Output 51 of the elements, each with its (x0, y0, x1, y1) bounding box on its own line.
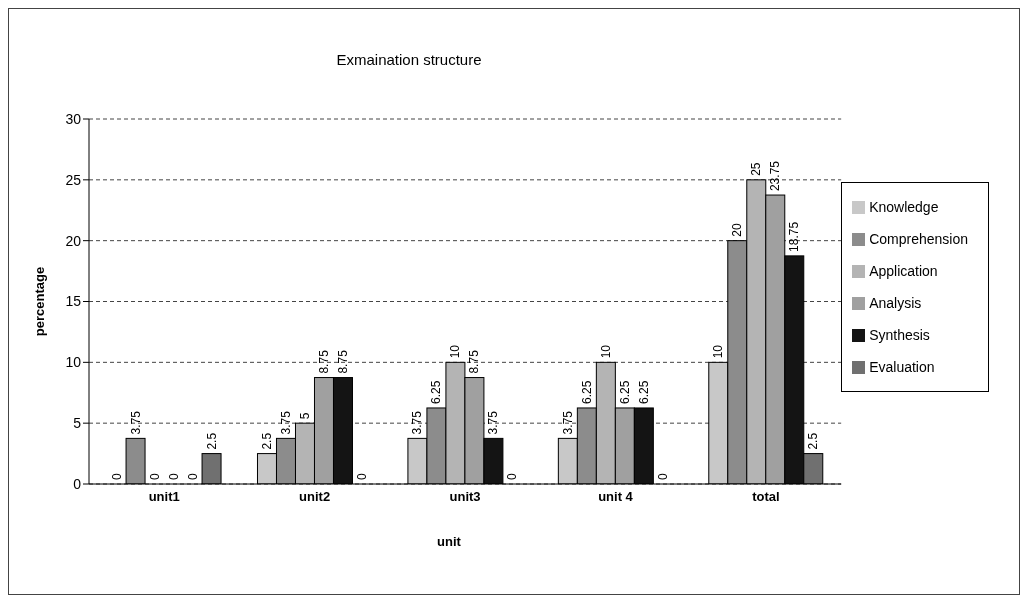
legend-label: Synthesis (869, 326, 930, 343)
y-tick-label: 20 (65, 232, 82, 249)
data-label: 0 (109, 473, 124, 480)
data-label: 5 (297, 412, 312, 420)
data-label: 3.75 (560, 410, 575, 435)
x-tick-label: unit 4 (598, 489, 634, 505)
data-label: 6.25 (579, 380, 594, 404)
legend-label: Application (869, 262, 938, 279)
y-tick-label: 30 (65, 110, 82, 127)
data-label: 23.75 (768, 160, 783, 192)
data-label: 3.75 (486, 410, 501, 435)
data-label: 2.5 (204, 432, 219, 450)
data-label: 3.75 (410, 410, 425, 435)
x-tick-label: unit2 (299, 489, 331, 505)
data-label: 0 (185, 473, 200, 480)
data-label: 0 (354, 473, 369, 480)
legend-label: Evaluation (869, 358, 935, 375)
data-label: 0 (166, 473, 181, 480)
data-label: 0 (505, 473, 520, 480)
data-label: 8.75 (316, 349, 331, 374)
y-tick-label: 10 (65, 354, 82, 371)
data-label: 6.25 (617, 380, 632, 404)
data-label: 8.75 (335, 349, 350, 374)
data-label: 25 (749, 162, 764, 176)
data-label: 6.25 (429, 380, 444, 404)
data-label: 3.75 (278, 410, 293, 435)
data-label: 10 (448, 344, 463, 359)
data-label: 18.75 (787, 221, 802, 252)
data-label: 10 (598, 344, 613, 359)
data-label: 0 (655, 473, 670, 480)
legend-label: Analysis (869, 294, 922, 311)
y-tick-label: 15 (65, 293, 82, 310)
data-label: 0 (147, 473, 162, 480)
x-tick-label: unit1 (148, 489, 180, 505)
y-tick-label: 25 (65, 171, 82, 188)
data-label: 3.75 (128, 410, 143, 435)
data-label: 2.5 (259, 432, 274, 450)
data-label: 10 (711, 344, 726, 359)
legend-label: Comprehension (869, 230, 968, 247)
y-tick-label: 5 (73, 415, 82, 432)
data-label: 6.25 (636, 380, 651, 404)
data-label: 8.75 (467, 349, 482, 374)
x-tick-label: total (752, 489, 780, 505)
y-tick-label: 0 (73, 475, 82, 492)
data-label: 20 (730, 222, 745, 237)
x-axis-title: unit (436, 534, 462, 549)
legend-label: Knowledge (869, 198, 939, 215)
y-axis-title: percentage (31, 266, 47, 337)
data-label: 2.5 (806, 432, 821, 450)
x-tick-label: unit3 (449, 489, 481, 505)
chart-title: Exmaination structure (335, 51, 483, 68)
